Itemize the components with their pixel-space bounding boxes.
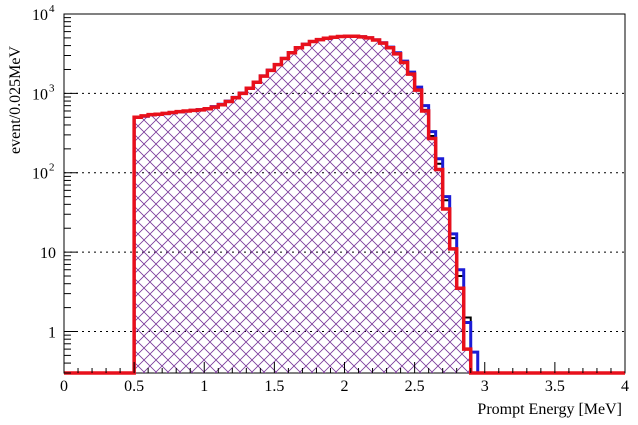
y-tick-label: 10 — [40, 245, 56, 262]
x-axis-label: Prompt Energy [MeV] — [477, 401, 622, 418]
y-tick-exponent: 3 — [49, 82, 55, 94]
y-axis-label: event/0.025MeV — [7, 46, 24, 154]
series-red-hatch-fill — [134, 36, 471, 374]
x-tick-label: 1 — [200, 378, 208, 395]
histogram-series — [64, 34, 625, 375]
y-tick-exponent: 4 — [49, 3, 55, 15]
x-tick-label: 2.5 — [405, 378, 425, 395]
x-axis-ticks: 0 0.5 1 1.5 2 2.5 3 3.5 4 — [60, 362, 629, 395]
y-tick-label: 10 — [32, 7, 48, 24]
y-tick-label: 1 — [48, 324, 56, 341]
series-red-line — [64, 34, 625, 375]
x-tick-label: 0 — [60, 378, 68, 395]
x-tick-label: 4 — [621, 378, 629, 395]
y-tick-label: 10 — [32, 166, 48, 183]
x-tick-label: 0.5 — [124, 378, 144, 395]
y-tick-label: 10 — [32, 86, 48, 103]
x-tick-label: 3 — [481, 378, 489, 395]
y-tick-exponent: 2 — [49, 162, 55, 174]
x-tick-label: 3.5 — [545, 378, 565, 395]
x-tick-label: 2 — [341, 378, 349, 395]
x-tick-label: 1.5 — [264, 378, 284, 395]
